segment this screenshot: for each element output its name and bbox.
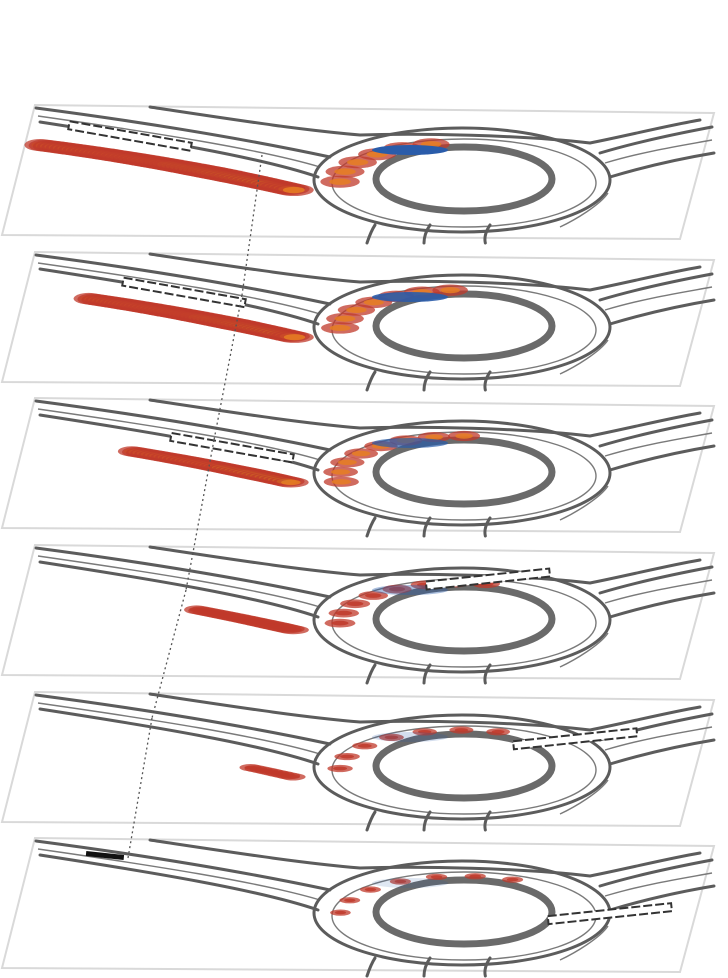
road-network — [34, 545, 716, 685]
roundabout-island — [372, 730, 556, 802]
other-vehicle-marker — [372, 732, 448, 742]
roundabout-island — [372, 876, 556, 948]
panel-3 — [0, 396, 716, 538]
other-vehicle-marker — [372, 438, 448, 448]
ego-vehicle-box — [169, 431, 295, 464]
roundabout-outer — [312, 419, 612, 527]
prediction-heatmap — [330, 873, 524, 916]
road-network — [34, 838, 716, 978]
roundabout-outer — [312, 566, 612, 674]
panel-2 — [0, 250, 716, 392]
ego-vehicle-box — [546, 902, 674, 926]
leader-line — [185, 439, 215, 591]
prediction-heatmap — [239, 726, 510, 781]
roundabout-island — [372, 143, 556, 215]
road-network — [34, 398, 716, 538]
other-vehicle-marker — [372, 292, 448, 302]
panel-5 — [0, 690, 716, 832]
leader-line — [127, 717, 153, 859]
vehicle-leader-lines — [85, 154, 263, 860]
ego-vehicle-box — [511, 727, 639, 751]
leader-line — [151, 589, 187, 719]
ego-vehicle-box — [67, 120, 193, 152]
panel-6 — [0, 836, 716, 978]
roundabout-outer — [312, 126, 612, 234]
prediction-heatmap — [117, 430, 481, 488]
prediction-heatmap — [73, 284, 468, 343]
other-vehicle-marker — [372, 878, 448, 888]
other-vehicle-marker — [372, 145, 448, 155]
ego-vehicle-box — [121, 276, 247, 309]
ego-vehicle-marker — [85, 851, 125, 860]
roundabout-outer — [312, 713, 612, 821]
roundabout-outer — [312, 273, 612, 381]
road-network — [34, 692, 716, 832]
leader-line — [241, 154, 263, 296]
panel-4 — [0, 543, 716, 685]
roundabout-island — [372, 583, 556, 655]
panel-1 — [0, 103, 716, 245]
ego-vehicle-box — [424, 567, 552, 591]
roundabout-island — [372, 290, 556, 362]
